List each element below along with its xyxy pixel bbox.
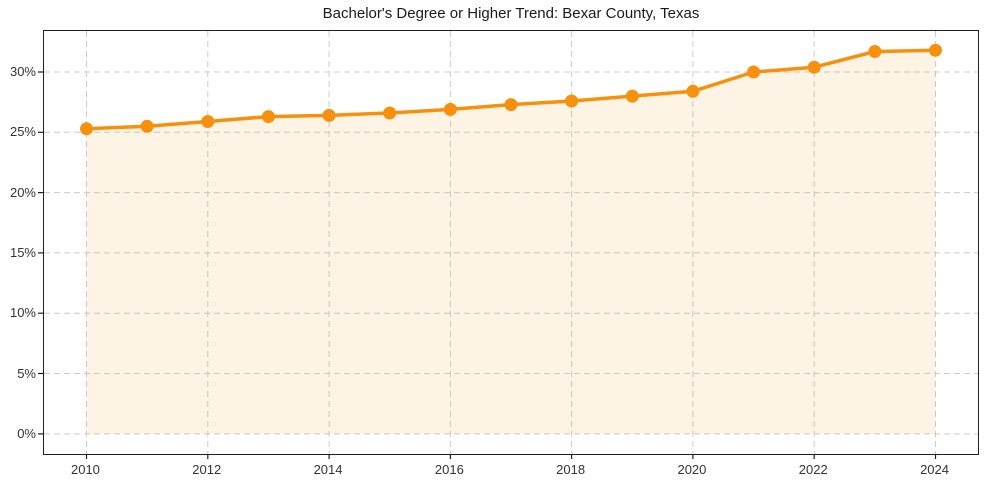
plot-area (38, 30, 979, 459)
data-point-marker (80, 122, 93, 136)
y-tick-label: 25% (9, 124, 36, 140)
data-point-marker (686, 84, 700, 98)
trend-line-plot (38, 31, 978, 459)
y-tick-label: 15% (9, 244, 36, 260)
x-tick-label: 2020 (677, 462, 707, 477)
x-tick-label: 2010 (70, 462, 100, 477)
data-point-marker (807, 60, 821, 74)
chart-title: Bachelor's Degree or Higher Trend: Bexar… (322, 5, 700, 22)
x-tick-label: 2024 (920, 462, 949, 477)
y-tick-label: 0% (17, 425, 36, 441)
y-tick-label: 30% (9, 64, 36, 79)
data-point-marker (322, 108, 336, 122)
axis-tick-marks (38, 71, 937, 459)
horizontal-gridlines (44, 71, 978, 435)
area-fill (86, 50, 936, 434)
y-tick-label: 5% (17, 365, 36, 381)
data-point-marker (929, 43, 942, 57)
data-point-marker (443, 102, 457, 116)
data-point-marker (747, 65, 761, 79)
data-point-markers (80, 43, 942, 136)
x-tick-label: 2018 (556, 462, 586, 477)
x-tick-label: 2014 (313, 462, 343, 477)
x-tick-label: 2016 (434, 462, 464, 477)
data-point-marker (868, 45, 882, 58)
x-tick-label: 2022 (798, 462, 828, 477)
data-point-marker (504, 98, 518, 112)
data-point-marker (625, 89, 639, 103)
data-point-marker (383, 106, 397, 120)
y-tick-label: 20% (9, 184, 36, 200)
x-tick-label: 2012 (192, 462, 222, 477)
data-point-marker (140, 119, 154, 133)
data-point-marker (565, 94, 579, 108)
data-point-marker (201, 115, 215, 128)
y-tick-label: 10% (9, 305, 36, 321)
data-point-marker (261, 110, 275, 124)
